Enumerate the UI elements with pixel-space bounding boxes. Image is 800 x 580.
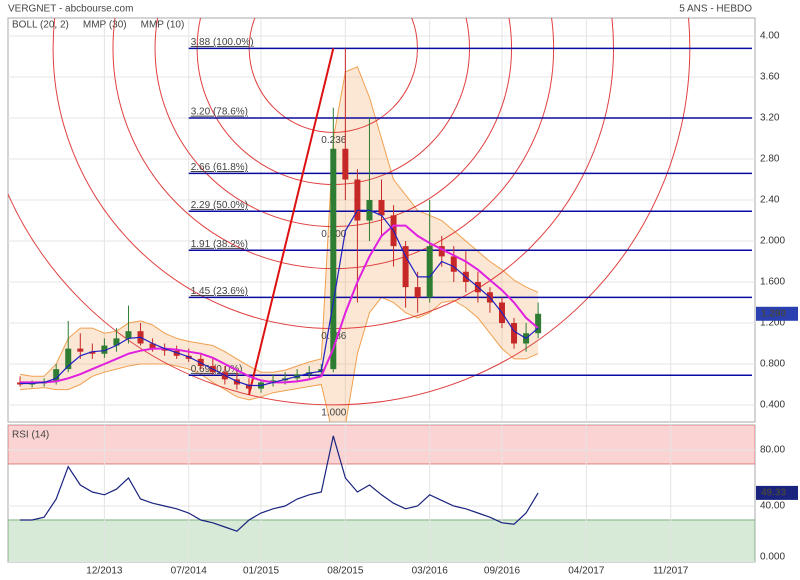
candle-body	[330, 148, 337, 370]
y-tick-label: 3.20	[760, 113, 780, 124]
legend-entry: MMP (30)	[83, 20, 127, 31]
candle-body	[149, 343, 156, 349]
y-tick-label: 0.400	[760, 400, 785, 411]
candle-body	[378, 200, 385, 216]
moving-average	[20, 224, 539, 384]
y-tick-label: 2.40	[760, 195, 780, 206]
candle-body	[89, 351, 96, 354]
candle-body	[161, 348, 168, 351]
y-tick-label: 3.60	[760, 72, 780, 83]
x-tick-label: 12/2013	[86, 566, 123, 577]
y-tick-label: 1.600	[760, 277, 785, 288]
fib-level-label: 1.45 (23.6%)	[191, 286, 248, 297]
bollinger-lower	[19, 296, 539, 422]
y-tick-label: 2.000	[760, 236, 785, 247]
candle-body	[414, 287, 421, 298]
x-tick-label: 01/2015	[243, 566, 280, 577]
x-tick-label: 03/2016	[412, 566, 449, 577]
x-tick-label: 11/2017	[653, 566, 689, 577]
candle-body	[245, 384, 252, 389]
fib-arc-label: 0.236	[321, 135, 346, 146]
y-tick-label: 80.00	[760, 445, 785, 456]
rsi-title: RSI (14)	[12, 430, 49, 441]
candle-body	[535, 313, 542, 334]
fib-level-label: 1.91 (38.2%)	[191, 239, 248, 250]
fib-level-label: 3.88 (100.0%)	[191, 37, 254, 48]
candle-body	[65, 348, 72, 370]
y-tick-label: 2.80	[760, 154, 780, 165]
last-rsi-tag	[756, 485, 798, 500]
candle-body	[402, 246, 409, 288]
overbought-band	[8, 425, 755, 465]
last-price-tag	[756, 306, 798, 321]
candle-body	[354, 179, 361, 221]
fib-level-label: 3.20 (78.6%)	[191, 107, 248, 118]
x-tick-label: 07/2014	[171, 566, 208, 577]
legend-entry: MMP (10)	[141, 20, 185, 31]
moving-average	[20, 209, 539, 387]
rsi-plot	[8, 425, 755, 562]
y-tick-label: 0.000	[760, 552, 785, 563]
fib-level-label: 2.29 (50.0%)	[191, 200, 248, 211]
x-tick-label: 04/2017	[568, 566, 605, 577]
chart-subtitle: 5 ANS - HEBDO	[679, 4, 752, 15]
y-tick-label: 4.00	[760, 31, 780, 42]
x-tick-label: 08/2015	[327, 566, 364, 577]
candle-body	[450, 256, 457, 272]
candle-body	[77, 348, 84, 352]
candle-body	[342, 148, 349, 180]
candle-body	[53, 369, 60, 382]
trend-line	[247, 48, 335, 395]
candle-body	[101, 345, 108, 354]
overlay: 4.00 3.60 3.20 2.80 2.40 2.000 1.600 1.200 0.800…	[12, 20, 798, 577]
fib-level-label: 2.66 (61.8%)	[191, 162, 248, 173]
candle-body	[125, 331, 132, 339]
candle-body	[113, 338, 120, 346]
candle-body	[511, 322, 518, 344]
fib-arc-label: 1.000	[321, 407, 346, 418]
fib-level-label: 0.69 (0.0%)	[191, 364, 243, 375]
rsi-line	[20, 435, 539, 532]
x-tick-label: 09/2016	[484, 566, 521, 577]
y-tick-label: 0.800	[760, 359, 785, 370]
y-tick-label: 40.00	[760, 501, 785, 512]
legend-entry: BOLL (20, 2)	[12, 20, 69, 31]
candle-body	[426, 246, 433, 298]
chart-title: VERGNET - abcbourse.com	[8, 4, 133, 15]
bollinger-area	[20, 66, 539, 422]
last-price-label: 1.290	[761, 308, 786, 319]
candle-body	[438, 246, 445, 257]
y-tick-label: 1.200	[760, 318, 785, 329]
oversold-band	[8, 519, 755, 562]
last-rsi-label: 49.33	[761, 488, 786, 499]
bollinger-upper	[19, 66, 539, 377]
